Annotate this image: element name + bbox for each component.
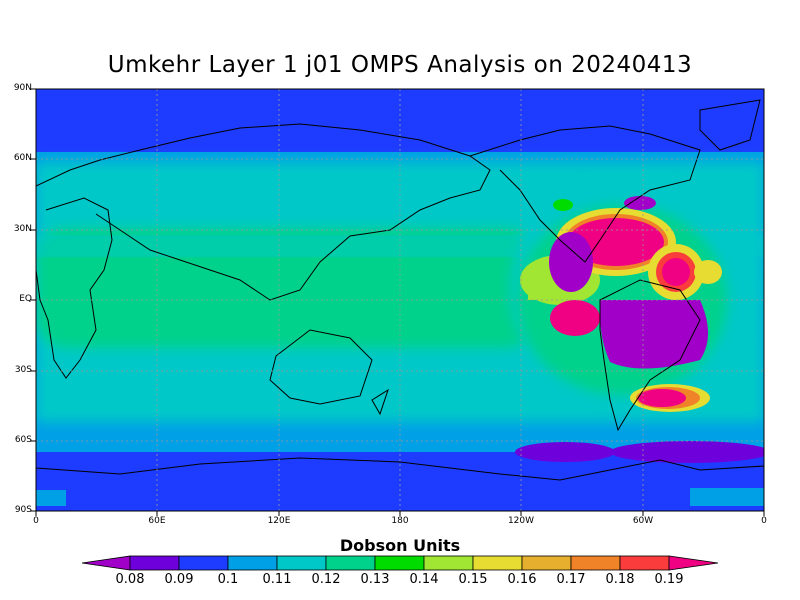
colorbar-tick-label: 0.1 (217, 572, 239, 587)
ozone-field (36, 89, 764, 511)
colorbar-swatch (178, 555, 229, 571)
lat-label-30n: 30N (13, 224, 32, 234)
colorbar-swatch (325, 555, 376, 571)
colorbar-swatch (276, 555, 327, 571)
colorbar-arrow-high (668, 555, 719, 571)
colorbar-swatch (423, 555, 474, 571)
colorbar-arrow-low (81, 555, 131, 571)
lat-label-90s: 90S (14, 505, 32, 515)
lat-label-30s: 30S (14, 365, 32, 375)
lat-label-60s: 60S (14, 435, 32, 445)
colorbar-tick-label: 0.18 (605, 572, 635, 587)
colorbar-title: Dobson Units (339, 536, 461, 555)
colorbar-tick-label: 0.16 (507, 572, 537, 587)
colorbar-swatch (521, 555, 572, 571)
colorbar-tick-label: 0.14 (409, 572, 439, 587)
colorbar-tick-label: 0.08 (115, 572, 145, 587)
colorbar-swatch (227, 555, 278, 571)
lon-label-60w: 60W (632, 516, 654, 526)
lon-label-60e: 60E (148, 516, 166, 526)
colorbar-tick-label: 0.11 (262, 572, 292, 587)
lat-label-60n: 60N (13, 153, 32, 163)
lon-label-180: 180 (391, 516, 409, 526)
colorbar (81, 555, 719, 571)
colorbar-tick-label: 0.19 (654, 572, 684, 587)
colorbar-tick-label: 0.09 (164, 572, 194, 587)
lon-label-0-left: 0 (33, 516, 39, 526)
lon-label-0-right: 0 (761, 516, 767, 526)
colorbar-swatch (374, 555, 425, 571)
coastlines (36, 99, 764, 481)
colorbar-tick-label: 0.17 (556, 572, 586, 587)
lon-label-120w: 120W (507, 516, 535, 526)
axis-ticks (30, 88, 765, 516)
colorbar-swatch (570, 555, 621, 571)
colorbar-tick-label: 0.13 (360, 572, 390, 587)
colorbar-swatch (619, 555, 670, 571)
lat-label-90n: 90N (13, 83, 32, 93)
map-title: Umkehr Layer 1 j01 OMPS Analysis on 2024… (107, 52, 693, 78)
colorbar-swatch (129, 555, 180, 571)
colorbar-tick-label: 0.12 (311, 572, 341, 587)
lat-label-eq: EQ (19, 294, 32, 304)
colorbar-tick-label: 0.15 (458, 572, 488, 587)
colorbar-swatch (472, 555, 523, 571)
lon-label-120e: 120E (267, 516, 291, 526)
grid-lines (36, 89, 764, 511)
